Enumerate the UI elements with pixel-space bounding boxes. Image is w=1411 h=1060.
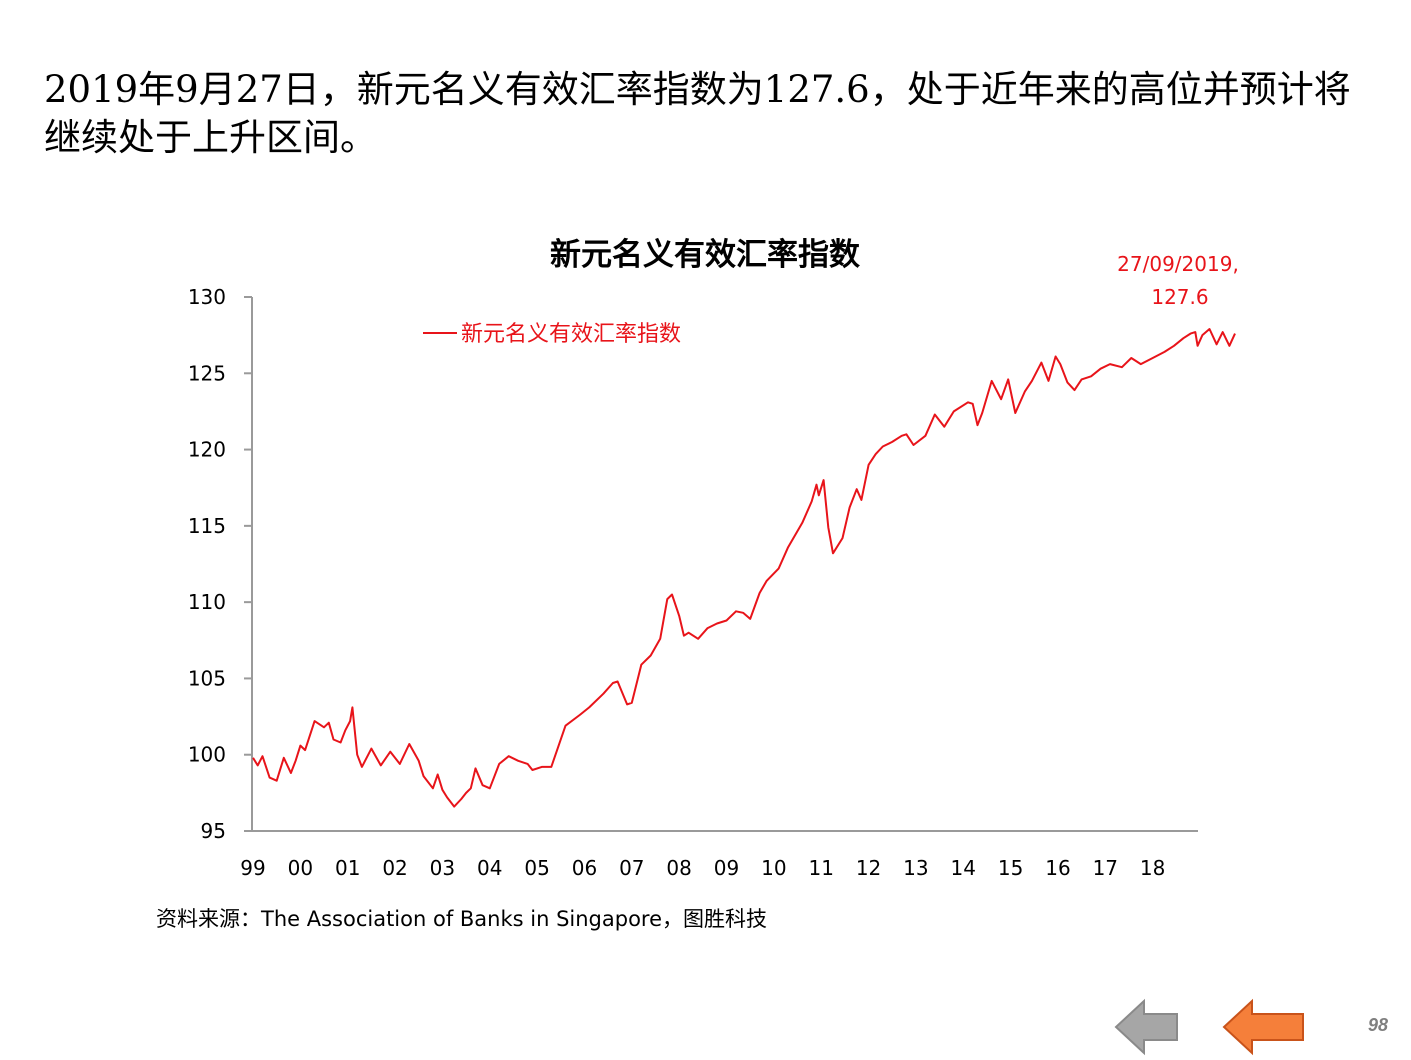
x-tick-label: 07 [619,856,644,880]
back-button[interactable] [1114,998,1180,1056]
x-tick-label: 15 [998,856,1023,880]
previous-button[interactable] [1222,998,1306,1056]
x-tick-label: 13 [903,856,928,880]
chart-title: 新元名义有效汇率指数 [550,237,860,273]
x-tick-label: 08 [666,856,691,880]
x-tick-label: 04 [477,856,502,880]
left-arrow-icon-orange [1222,998,1304,1056]
page-number: 98 [1368,1015,1389,1035]
x-tick-label: 03 [430,856,455,880]
x-tick-label: 16 [1045,856,1070,880]
x-tick-label: 02 [382,856,407,880]
x-tick-label: 12 [856,856,881,880]
x-tick-label: 00 [288,856,313,880]
x-tick-label: 01 [335,856,360,880]
y-tick-label: 100 [188,743,226,767]
y-tick-label: 105 [188,666,226,690]
annotation-value: 127.6 [1151,285,1208,309]
y-tick-label: 130 [188,285,226,309]
series-line [252,328,1236,808]
annotation-date: 27/09/2019, [1117,252,1239,276]
x-tick-label: 99 [240,856,265,880]
y-tick-label: 125 [188,361,226,385]
x-tick-label: 18 [1140,856,1165,880]
y-tick-label: 115 [188,514,226,538]
y-tick-label: 95 [201,819,226,843]
x-tick-label: 14 [951,856,976,880]
slide-headline: 2019年9月27日，新元名义有效汇率指数为127.6，处于近年来的高位并预计将… [44,68,1351,159]
y-tick-label: 110 [188,590,226,614]
x-tick-label: 17 [1093,856,1118,880]
legend-label: 新元名义有效汇率指数 [461,322,681,347]
x-tick-label: 09 [714,856,739,880]
x-tick-label: 10 [761,856,786,880]
x-tick-label: 05 [524,856,549,880]
left-arrow-icon-gray [1114,998,1178,1056]
x-tick-label: 11 [808,856,833,880]
source-note: 资料来源：The Association of Banks in Singapo… [156,907,768,931]
x-tick-label: 06 [572,856,597,880]
y-tick-label: 120 [188,438,226,462]
